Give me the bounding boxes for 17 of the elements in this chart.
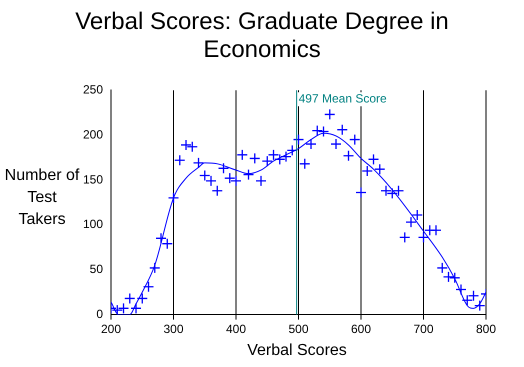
y-tick-label: 100 xyxy=(82,217,104,232)
chart-title: Verbal Scores: Graduate Degree in Economics xyxy=(74,8,450,64)
y-tick-label: 50 xyxy=(90,262,104,276)
x-tick-label: 700 xyxy=(413,322,434,336)
y-tick-label: 0 xyxy=(96,306,104,321)
y-tick-label: 200 xyxy=(82,127,104,142)
y-tick-label: 250 xyxy=(82,82,104,97)
x-tick-label: 500 xyxy=(288,322,309,336)
x-tick-label: 400 xyxy=(226,322,246,336)
x-tick-label: 300 xyxy=(164,322,184,336)
ref-line-label: 497 Mean Score xyxy=(298,92,388,106)
y-axis-title: Number of Test Takers xyxy=(4,166,80,230)
x-tick-label: 600 xyxy=(350,322,372,336)
y-tick-label: 150 xyxy=(82,172,104,186)
x-tick-label: 800 xyxy=(476,322,496,336)
x-tick-label: 200 xyxy=(101,322,122,336)
x-axis-title: Verbal Scores xyxy=(246,342,348,360)
